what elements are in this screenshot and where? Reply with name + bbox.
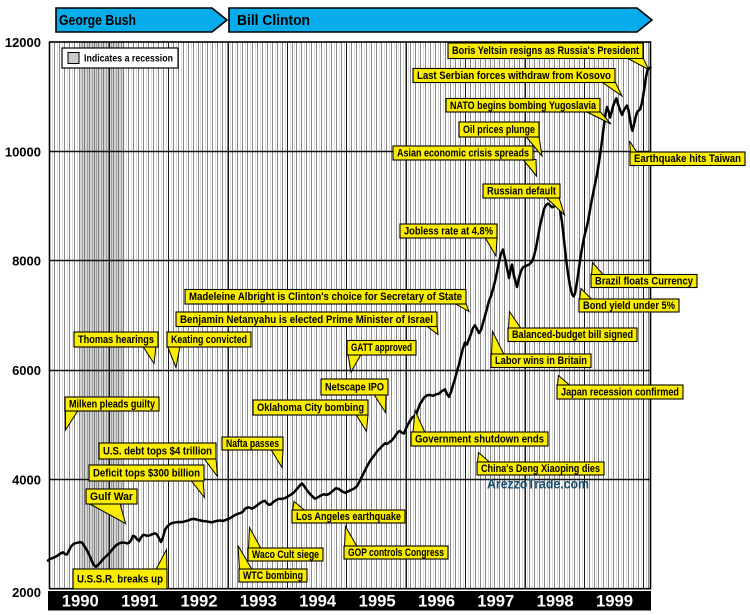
svg-text:Waco Cult siege: Waco Cult siege — [252, 549, 319, 561]
svg-text:1997: 1997 — [477, 593, 514, 611]
svg-text:GOP controls Congress: GOP controls Congress — [348, 547, 444, 559]
svg-text:China's Deng Xiaoping dies: China's Deng Xiaoping dies — [481, 463, 600, 475]
svg-text:1994: 1994 — [299, 593, 337, 611]
svg-text:1990: 1990 — [62, 593, 99, 611]
svg-text:1995: 1995 — [359, 593, 396, 611]
svg-text:WTC bombing: WTC bombing — [243, 570, 303, 582]
svg-text:ArezzoTrade.com: ArezzoTrade.com — [487, 476, 589, 492]
svg-text:1992: 1992 — [181, 593, 218, 611]
svg-text:10000: 10000 — [5, 144, 41, 159]
svg-text:2000: 2000 — [12, 585, 41, 600]
svg-text:U.S. debt tops $4 trillion: U.S. debt tops $4 trillion — [103, 446, 212, 458]
svg-text:Balanced-budget bill signed: Balanced-budget bill signed — [512, 329, 633, 341]
svg-text:Indicates a recession: Indicates a recession — [84, 53, 173, 65]
svg-text:Benjamin Netanyahu is elected: Benjamin Netanyahu is elected Prime Mini… — [180, 314, 433, 326]
svg-text:Los Angeles earthquake: Los Angeles earthquake — [296, 511, 401, 523]
svg-text:Netscape IPO: Netscape IPO — [325, 382, 384, 394]
svg-text:1991: 1991 — [121, 593, 158, 611]
svg-text:Oklahoma City bombing: Oklahoma City bombing — [257, 402, 364, 414]
svg-text:Nafta passes: Nafta passes — [226, 438, 279, 450]
svg-text:George Bush: George Bush — [59, 12, 136, 29]
svg-text:4000: 4000 — [12, 472, 41, 487]
svg-text:Labor wins in Britain: Labor wins in Britain — [495, 355, 587, 367]
svg-text:Bill Clinton: Bill Clinton — [237, 12, 310, 29]
svg-text:Government shutdown ends: Government shutdown ends — [415, 434, 544, 446]
svg-text:GATT approved: GATT approved — [351, 342, 412, 354]
svg-text:Brazil floats Currency: Brazil floats Currency — [595, 276, 694, 288]
svg-text:12000: 12000 — [5, 35, 41, 50]
svg-text:Keating convicted: Keating convicted — [171, 334, 247, 346]
svg-text:Deficit tops $300 billion: Deficit tops $300 billion — [93, 468, 200, 480]
svg-text:Earthquake hits Taiwan: Earthquake hits Taiwan — [634, 153, 741, 165]
svg-text:1993: 1993 — [240, 593, 277, 611]
svg-text:Last Serbian forces withdraw f: Last Serbian forces withdraw from Kosovo — [417, 70, 611, 82]
svg-text:Gulf War: Gulf War — [90, 491, 134, 503]
svg-text:8000: 8000 — [12, 254, 41, 269]
svg-text:Milken pleads guilty: Milken pleads guilty — [69, 399, 156, 411]
svg-text:6000: 6000 — [12, 363, 41, 378]
svg-text:Oil prices plunge: Oil prices plunge — [463, 124, 535, 136]
svg-text:Madeleine Albright is Clinton': Madeleine Albright is Clinton's choice f… — [189, 291, 462, 303]
svg-text:1998: 1998 — [537, 593, 574, 611]
svg-text:Russian default: Russian default — [487, 186, 556, 198]
svg-text:U.S.S.R. breaks up: U.S.S.R. breaks up — [77, 574, 163, 586]
svg-text:Boris Yeltsin resigns as Russi: Boris Yeltsin resigns as Russia's Presid… — [452, 45, 639, 57]
svg-text:Jobless rate at 4.8%: Jobless rate at 4.8% — [404, 226, 493, 238]
svg-text:Thomas hearings: Thomas hearings — [78, 334, 154, 346]
svg-text:Bond yield under 5%: Bond yield under 5% — [583, 300, 675, 312]
svg-text:1999: 1999 — [596, 593, 633, 611]
svg-text:Asian economic crisis spreads: Asian economic crisis spreads — [397, 148, 529, 160]
svg-text:Japan recession confirmed: Japan recession confirmed — [561, 387, 679, 399]
svg-text:1996: 1996 — [418, 593, 455, 611]
svg-text:NATO begins bombing Yugoslavia: NATO begins bombing Yugoslavia — [450, 100, 597, 112]
